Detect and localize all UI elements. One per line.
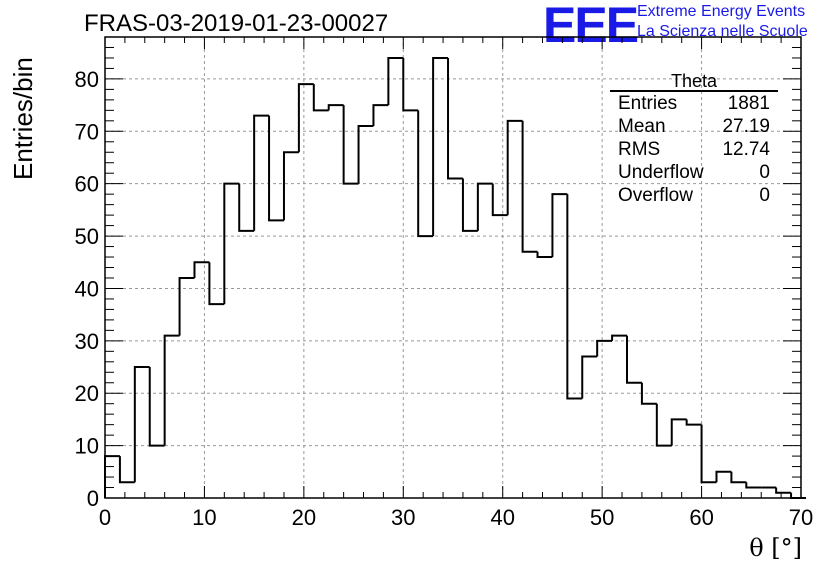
histogram-bin — [133, 366, 150, 483]
histogram-bin — [536, 251, 553, 259]
histogram-bin — [700, 424, 717, 484]
histogram-bin — [148, 367, 165, 447]
histogram-bin — [685, 419, 702, 426]
histogram-bin — [163, 334, 180, 446]
stats-box: Theta Entries 1881 Mean 27.19 RMS 12.74 … — [610, 72, 778, 207]
histogram-bin — [342, 105, 359, 185]
stats-value: 0 — [759, 185, 770, 206]
histogram-bin — [715, 470, 732, 483]
histogram-bin — [491, 183, 508, 217]
histogram-bin — [790, 492, 806, 499]
histogram-bin — [118, 456, 135, 484]
stats-row-underflow: Underflow 0 — [610, 161, 778, 184]
histogram-bin — [775, 487, 792, 494]
histogram-bin — [581, 355, 598, 399]
histogram-bin — [417, 110, 434, 238]
histogram-bin — [461, 178, 478, 232]
x-tick-label: 20 — [292, 505, 316, 530]
histogram-bin — [178, 276, 195, 336]
y-tick-label: 80 — [75, 67, 99, 92]
histogram-bin — [626, 335, 642, 384]
stats-label: Entries — [618, 93, 678, 114]
histogram-bin — [432, 56, 449, 237]
y-tick-label: 10 — [75, 434, 99, 459]
eee-logo: EEE — [543, 0, 639, 53]
chart-title: FRAS-03-2019-01-23-00027 — [84, 10, 389, 37]
histogram-bin — [447, 57, 463, 180]
logo-caption-line2: La Scienza nelle Scuole — [637, 23, 808, 40]
stats-value: 12.74 — [722, 139, 770, 160]
stats-label: Overflow — [618, 185, 693, 206]
histogram-bin — [745, 482, 762, 489]
x-tick-label: 30 — [391, 505, 415, 530]
x-tick-label: 10 — [192, 505, 216, 530]
x-tick-label: 70 — [789, 505, 813, 530]
y-tick-label: 70 — [75, 119, 99, 144]
histogram-bin — [312, 84, 329, 112]
stats-title: Theta — [610, 72, 778, 92]
histogram-bin — [566, 194, 583, 400]
x-axis-label: θ [°] — [749, 534, 802, 562]
histogram-bin — [506, 119, 523, 216]
histogram-bin — [253, 114, 270, 231]
x-tick-label: 60 — [689, 505, 713, 530]
histogram-bin — [611, 334, 627, 341]
histogram-bin — [655, 403, 672, 447]
histogram-bin — [596, 339, 613, 357]
stats-label: Mean — [618, 116, 666, 137]
stats-label: RMS — [618, 139, 661, 160]
histogram-bin — [640, 382, 657, 405]
histogram-bin — [193, 261, 210, 278]
histogram-bin — [551, 193, 568, 258]
histogram-bin — [327, 104, 344, 111]
x-tick-label: 0 — [99, 505, 111, 530]
histogram-bin — [297, 83, 314, 153]
y-tick-label: 50 — [75, 224, 99, 249]
stats-row-overflow: Overflow 0 — [610, 184, 778, 207]
histogram-bin — [372, 104, 389, 127]
stats-row-mean: Mean 27.19 — [610, 115, 778, 138]
histogram-bin — [730, 471, 747, 484]
stats-row-entries: Entries 1881 — [610, 92, 778, 115]
stats-label: Underflow — [618, 162, 704, 183]
logo-caption-line1: Extreme Energy Events — [637, 3, 806, 20]
x-tick-label: 40 — [490, 505, 514, 530]
histogram-bin — [208, 262, 225, 306]
histogram-bin — [357, 125, 374, 184]
stats-value: 27.19 — [722, 116, 770, 137]
y-axis-label: Entries/bin — [8, 57, 38, 180]
histogram-bin — [387, 56, 404, 106]
y-tick-label: 60 — [75, 172, 99, 197]
stats-row-rms: RMS 12.74 — [610, 138, 778, 161]
y-tick-label: 40 — [75, 276, 99, 301]
stats-value: 1881 — [727, 93, 770, 114]
stats-value: 0 — [759, 162, 770, 183]
x-tick-label: 50 — [590, 505, 614, 530]
histogram-bin — [402, 57, 419, 112]
histogram-bin — [670, 418, 687, 446]
histogram-bin — [282, 151, 299, 221]
histogram-bin — [521, 120, 538, 253]
y-tick-label: 20 — [75, 381, 99, 406]
histogram-bin — [238, 183, 255, 232]
y-tick-label: 0 — [87, 486, 99, 511]
histogram-bin — [223, 182, 240, 305]
histogram-bin — [268, 115, 284, 222]
y-tick-label: 30 — [75, 329, 99, 354]
histogram-bin — [476, 182, 493, 231]
logo-caption: Extreme Energy Events La Scienza nelle S… — [637, 2, 808, 42]
